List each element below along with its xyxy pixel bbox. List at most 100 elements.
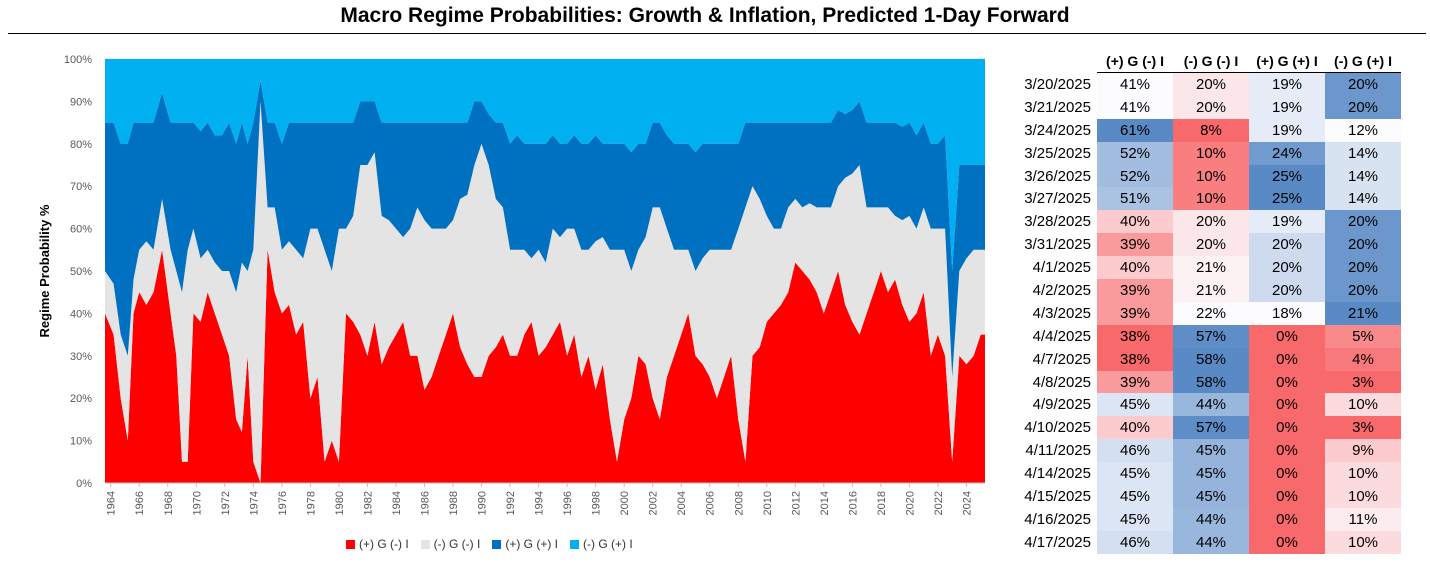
y-tick-label: 30% [70,351,92,363]
chart-legend: (+) G (-) I (-) G (-) I (+) G (+) I (-) G (… [346,537,633,551]
probability-cell: 9% [1325,439,1401,463]
probability-cell: 14% [1325,164,1401,188]
row-date: 3/27/2025 [1024,190,1091,208]
regime-probability-table: (+) G (-) I (-) G (-) I (+) G (+) I (-) G (… [1005,50,1401,554]
legend-label: (-) G (-) I [433,537,481,551]
probability-cell: 0% [1249,507,1325,531]
probability-cell: 20% [1249,279,1325,302]
probability-cell: 0% [1249,393,1325,417]
y-tick-label: 0% [76,478,92,490]
row-date: 4/17/2025 [1024,533,1091,551]
x-tick-label: 1972 [220,491,232,515]
x-tick-label: 1964 [106,491,118,515]
probability-cell: 0% [1249,347,1325,371]
probability-cell: 20% [1173,210,1249,234]
stacked-area-chart: 0% 10% 20% 30% 40% 50% 60% 70% 80% 90% 100% 1964 196… [37,54,985,515]
probability-cell: 4% [1325,347,1401,371]
chart-title: Macro Regime Probabilities: Growth & Inf… [340,4,1070,27]
row-date: 4/15/2025 [1024,487,1091,505]
table-column-header: (+) G (+) I [1249,50,1325,73]
row-date: 3/31/2025 [1024,236,1091,254]
probability-cell: 21% [1173,279,1249,302]
probability-cell: 57% [1173,416,1249,440]
y-tick-label: 100% [64,54,92,66]
row-date: 4/1/2025 [1032,259,1091,277]
x-tick-label: 1980 [334,491,346,515]
area-series-2 [105,101,985,484]
x-tick-label: 1998 [591,491,603,515]
row-date: 3/21/2025 [1024,98,1091,116]
probability-cell: 21% [1325,301,1401,325]
x-tick-label: 1992 [505,491,517,515]
legend-swatch [346,539,355,549]
probability-cell: 41% [1097,72,1173,96]
row-date: 4/3/2025 [1032,304,1091,322]
probability-cell: 38% [1097,347,1173,371]
x-tick-label: 2000 [619,491,631,515]
x-tick-label: 2010 [762,491,774,515]
probability-cell: 39% [1097,370,1173,394]
probability-cell: 0% [1249,416,1325,440]
y-tick-label: 10% [70,436,92,448]
probability-cell: 20% [1173,95,1249,119]
row-date: 4/10/2025 [1024,419,1091,437]
x-tick-label: 2008 [733,491,745,515]
row-date: 4/2/2025 [1032,281,1091,299]
table-row: 4/3/2025 39% 22% 18% 21% [1005,301,1401,325]
row-date: 4/8/2025 [1032,373,1091,391]
x-tick-label: 1988 [448,491,460,515]
legend-swatch [420,539,430,549]
probability-cell: 45% [1173,485,1249,508]
table-row: 4/14/2025 45% 45% 0% 10% [1005,462,1401,486]
row-date: 3/24/2025 [1024,121,1091,139]
probability-cell: 0% [1249,439,1325,463]
probability-cell: 44% [1173,530,1249,554]
probability-cell: 10% [1325,393,1401,417]
probability-cell: 0% [1249,530,1325,554]
probability-cell: 10% [1325,530,1401,554]
probability-cell: 19% [1249,95,1325,119]
probability-cell: 19% [1249,210,1325,234]
legend-item: (+) G (+) I [492,537,558,551]
x-tick-label: 2018 [876,491,888,515]
row-date: 4/7/2025 [1032,350,1091,368]
table-header-row: (+) G (-) I (-) G (-) I (+) G (+) I (-) G (… [1005,50,1401,73]
x-tick-label: 1968 [163,491,175,515]
probability-cell: 40% [1097,256,1173,280]
row-date: 4/9/2025 [1032,396,1091,414]
probability-cell: 38% [1097,324,1173,348]
x-tick-label: 1974 [248,491,260,515]
table-row: 4/1/2025 40% 21% 20% 20% [1005,256,1401,280]
y-tick-label: 70% [70,181,92,193]
probability-cell: 20% [1325,95,1401,119]
table-row: 4/10/2025 40% 57% 0% 3% [1005,416,1401,440]
x-tick-label: 1976 [277,491,289,515]
legend-item: (+) G (-) I [346,537,409,551]
probability-cell: 3% [1325,416,1401,440]
area-series-3 [105,80,985,377]
row-date: 4/14/2025 [1024,465,1091,483]
probability-cell: 45% [1173,439,1249,463]
y-tick-label: 60% [70,224,92,236]
x-tick-label: 1982 [362,491,374,515]
table-row: 4/16/2025 45% 44% 0% 11% [1005,507,1401,531]
probability-cell: 58% [1173,347,1249,371]
legend-label: (-) G (+) I [583,537,633,551]
probability-cell: 20% [1173,72,1249,96]
row-date: 3/20/2025 [1024,75,1091,93]
table-corner [1005,50,1097,73]
table-column-header: (+) G (-) I [1097,50,1173,73]
probability-cell: 58% [1173,370,1249,394]
probability-cell: 0% [1249,462,1325,486]
row-date: 4/16/2025 [1024,510,1091,528]
x-tick-label: 2022 [933,491,945,515]
table-row: 4/15/2025 45% 45% 0% 10% [1005,485,1401,508]
probability-cell: 39% [1097,233,1173,257]
probability-cell: 40% [1097,210,1173,234]
x-tick-label: 2002 [648,491,660,515]
probability-cell: 46% [1097,439,1173,463]
row-date: 4/11/2025 [1025,442,1091,460]
x-tick-label: 2016 [847,491,859,515]
x-tick-label: 2024 [961,491,973,515]
probability-cell: 45% [1097,507,1173,531]
